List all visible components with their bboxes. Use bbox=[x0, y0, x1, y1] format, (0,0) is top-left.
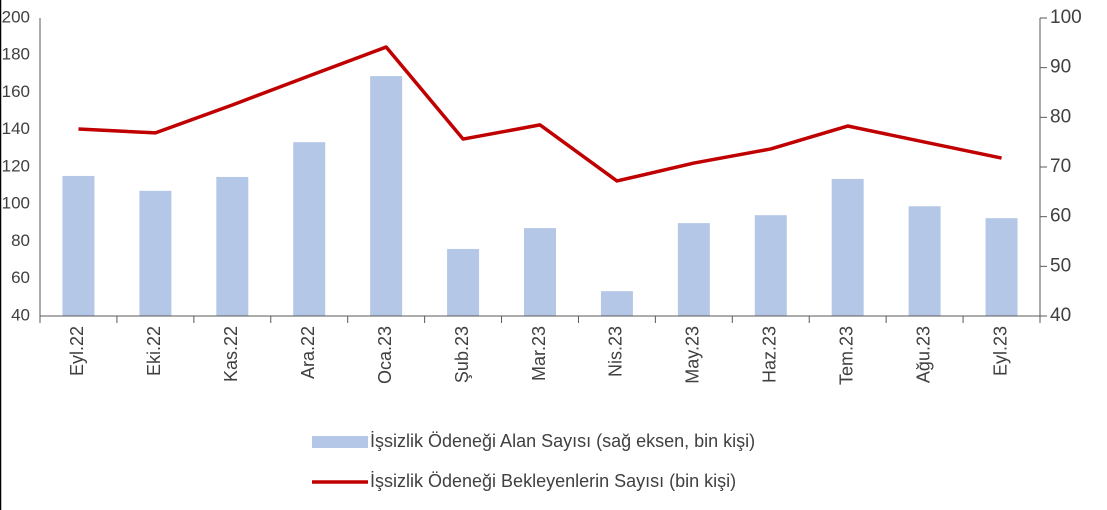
x-tick-label: Eyl.23 bbox=[990, 326, 1010, 376]
x-tick-label: Oca.23 bbox=[375, 326, 395, 384]
x-tick-label: Ağu.23 bbox=[913, 326, 933, 383]
bar bbox=[677, 223, 710, 316]
y-tick-label: 160 bbox=[2, 82, 30, 101]
bar bbox=[754, 215, 787, 316]
legend-label: İşsizlik Ödeneği Alan Sayısı (sağ eksen,… bbox=[370, 431, 755, 451]
y2-tick-label: 60 bbox=[1050, 206, 1071, 227]
legend-swatch bbox=[312, 436, 368, 448]
y-tick-label: 200 bbox=[2, 7, 30, 26]
y-tick-label: 140 bbox=[2, 119, 30, 138]
y2-tick-label: 40 bbox=[1050, 305, 1071, 326]
bar bbox=[293, 142, 326, 316]
bar bbox=[908, 206, 941, 316]
x-tick-label: Şub.23 bbox=[452, 326, 472, 383]
line bbox=[78, 45, 1002, 183]
bar bbox=[447, 248, 480, 316]
legend-label: İşsizlik Ödeneği Bekleyenlerin Sayısı (b… bbox=[370, 471, 736, 491]
x-tick-label: Eki.22 bbox=[144, 326, 164, 376]
y2-tick-label: 80 bbox=[1050, 106, 1071, 127]
y2-tick-label: 50 bbox=[1050, 255, 1071, 276]
y2-tick-label: 90 bbox=[1050, 57, 1071, 78]
x-tick-label: Eyl.22 bbox=[67, 326, 87, 376]
bar bbox=[62, 175, 95, 316]
y-tick-label: 80 bbox=[11, 231, 30, 250]
x-tick-label: Tem.23 bbox=[836, 326, 856, 385]
y-tick-label: 180 bbox=[2, 45, 30, 64]
x-tick-label: Kas.22 bbox=[221, 326, 241, 382]
bar bbox=[831, 178, 864, 316]
y-tick-label: 60 bbox=[11, 268, 30, 287]
x-tick-label: May.23 bbox=[683, 326, 703, 384]
x-tick-label: Nis.23 bbox=[606, 326, 626, 377]
bar bbox=[216, 176, 249, 316]
x-tick-label: Mar.23 bbox=[529, 326, 549, 381]
bar bbox=[985, 218, 1018, 316]
y-tick-label: 40 bbox=[11, 305, 30, 324]
y2-tick-label: 70 bbox=[1050, 156, 1071, 177]
x-tick-label: Ara.22 bbox=[298, 326, 318, 379]
y-tick-label: 100 bbox=[2, 194, 30, 213]
y-tick-label: 120 bbox=[2, 156, 30, 175]
bar bbox=[370, 76, 403, 316]
bar bbox=[524, 228, 556, 316]
bar bbox=[139, 190, 172, 316]
bar bbox=[600, 291, 633, 316]
y2-tick-label: 100 bbox=[1050, 7, 1082, 28]
x-tick-label: Haz.23 bbox=[760, 326, 780, 383]
